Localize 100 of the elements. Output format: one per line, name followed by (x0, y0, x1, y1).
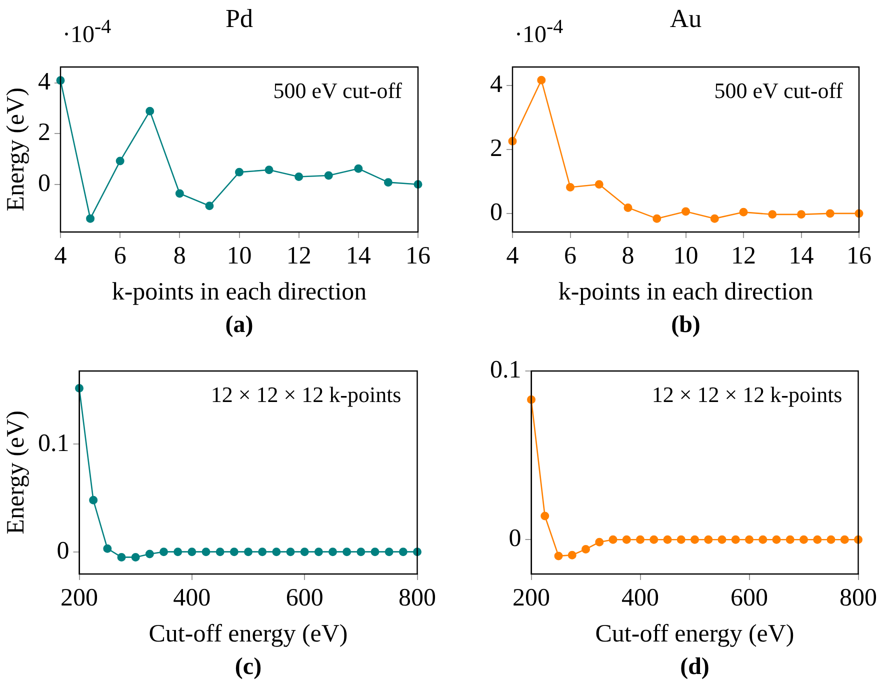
point (175, 189, 184, 198)
point (324, 171, 333, 180)
y-tick-label: 2 (38, 119, 50, 146)
chart-title: Au (670, 4, 702, 33)
y-tick-label: 0 (56, 537, 70, 564)
point (595, 538, 604, 546)
x-tick-label: 16 (406, 242, 430, 270)
y-tick-label: 0 (38, 170, 50, 197)
text: (c) (234, 654, 263, 681)
point (568, 550, 576, 560)
point (145, 550, 154, 558)
y-tick-label: 0 (508, 525, 522, 552)
x-tick-label: 14 (788, 242, 814, 270)
point (813, 535, 822, 544)
point (300, 548, 309, 556)
point (624, 203, 632, 212)
x-tick-label: 12 (731, 242, 756, 270)
point (663, 535, 672, 544)
point (650, 535, 658, 544)
x-tick-label: 6 (564, 242, 576, 270)
x-axis-title: k-points in each direction (112, 278, 368, 306)
y-axis-title: Energy (eV) (2, 410, 30, 534)
annotation: 500 eV cut-off (273, 78, 403, 103)
text: ·10$^{-4}$ (62, 16, 112, 49)
point (566, 182, 574, 192)
point (342, 548, 352, 556)
point (797, 210, 806, 219)
y-axis-title: Energy (eV) (2, 88, 30, 212)
point (286, 548, 295, 556)
x-tick-label: 6 (114, 242, 126, 270)
y-tick-label: 0.1 (38, 430, 70, 457)
point (826, 209, 834, 218)
point (622, 535, 631, 544)
point (117, 552, 126, 562)
annotation: 500 eV cut-off (714, 78, 844, 103)
point (354, 164, 363, 173)
y-tick-label: 0 (490, 199, 502, 226)
point (554, 552, 563, 560)
x-tick-label: 200 (60, 584, 98, 612)
point (89, 496, 98, 504)
chart-title: Pd (226, 4, 253, 33)
point (739, 208, 748, 216)
y-tick-label: 4 (490, 71, 503, 98)
point (188, 548, 196, 556)
point (86, 214, 95, 223)
x-tick-label: 800 (398, 584, 436, 612)
point (690, 535, 699, 544)
point (328, 548, 337, 556)
x-tick-label: 8 (173, 242, 186, 270)
point (745, 535, 754, 544)
x-tick-label: 200 (512, 584, 550, 612)
point (682, 207, 690, 216)
point (676, 535, 686, 544)
text: (b) (670, 312, 702, 339)
x-axis-title: k-points in each direction (558, 278, 814, 306)
x-tick-label: 800 (840, 584, 877, 612)
point (202, 548, 210, 556)
point (786, 535, 794, 544)
point (384, 178, 392, 187)
point (398, 548, 408, 556)
point (116, 156, 124, 166)
x-tick-label: 600 (730, 584, 768, 612)
point (758, 535, 768, 544)
text: (d) (679, 654, 710, 681)
point (205, 202, 214, 210)
point (636, 535, 644, 544)
x-tick-label: 16 (846, 242, 872, 270)
point (718, 535, 726, 544)
point (800, 535, 808, 544)
annotation: 12 × 12 × 12 k-points (210, 382, 402, 407)
point (160, 548, 168, 556)
point (652, 214, 662, 223)
text: (a) (224, 312, 254, 339)
x-tick-label: 600 (286, 584, 324, 612)
point (768, 210, 777, 219)
point (272, 548, 281, 556)
point (582, 544, 590, 554)
x-tick-label: 400 (173, 584, 211, 612)
x-axis-title: Cut-off energy (eV) (595, 620, 794, 648)
point (840, 535, 849, 544)
y-tick-label: 0.1 (490, 356, 522, 384)
y-tick-label: 4 (38, 68, 51, 96)
point (384, 548, 394, 556)
point (174, 548, 182, 556)
point (230, 548, 238, 556)
x-tick-label: 12 (286, 242, 312, 270)
point (235, 168, 244, 176)
point (264, 166, 274, 174)
x-tick-label: 14 (346, 242, 372, 270)
point (772, 535, 781, 544)
point (103, 544, 112, 553)
annotation: 12 × 12 × 12 k-points (652, 382, 842, 407)
point (146, 106, 154, 116)
point (131, 552, 140, 562)
point (370, 548, 380, 556)
x-tick-label: 400 (622, 584, 659, 612)
y-tick-label: 2 (490, 135, 502, 162)
point (608, 535, 618, 544)
point (594, 180, 604, 189)
point (216, 548, 224, 556)
